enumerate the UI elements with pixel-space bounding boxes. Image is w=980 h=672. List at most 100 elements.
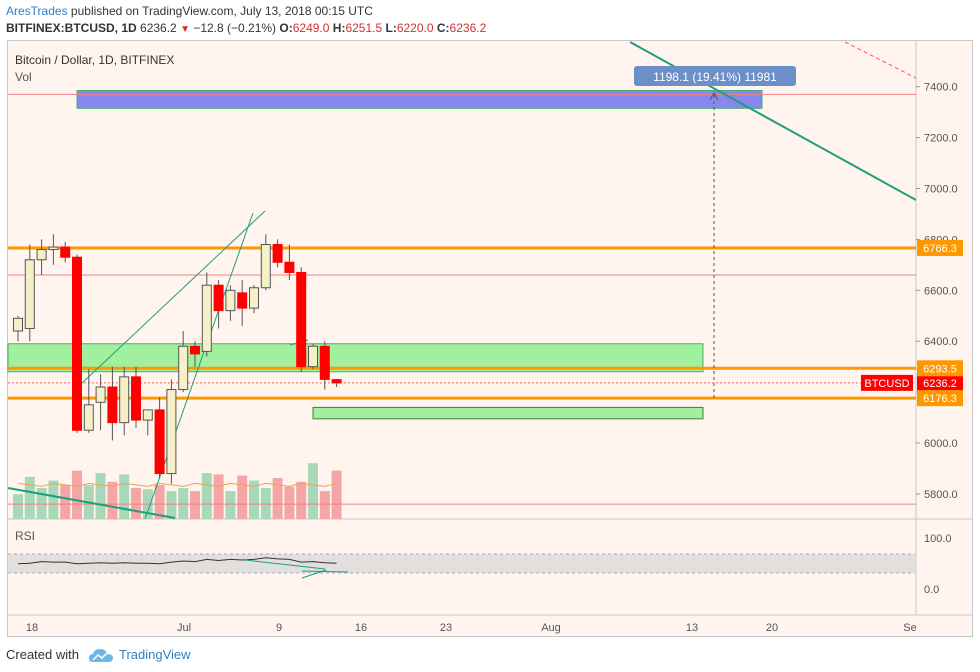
candle-body[interactable] xyxy=(95,386,106,403)
candle-body[interactable] xyxy=(225,289,236,312)
volume-bar xyxy=(308,463,318,519)
candle-body[interactable] xyxy=(237,292,248,309)
tradingview-link[interactable]: TradingView xyxy=(119,647,191,662)
candle-body[interactable] xyxy=(308,345,318,368)
x-tick-label: Se xyxy=(903,622,916,634)
candle-body[interactable] xyxy=(178,345,189,391)
volume-bar xyxy=(319,491,330,519)
x-tick-label: Jul xyxy=(177,622,191,634)
publish-info: AresTrades published on TradingView.com,… xyxy=(6,4,373,18)
high-label: H: xyxy=(332,21,346,35)
symbol-tag-label: BTCUSD xyxy=(864,378,909,390)
created-with-text: Created with xyxy=(6,647,79,662)
rsi-trendline-upper[interactable] xyxy=(244,559,326,570)
rsi-line xyxy=(17,557,337,565)
candle-body[interactable] xyxy=(83,404,94,431)
volume-bar xyxy=(331,470,342,519)
tradingview-cloud-icon xyxy=(88,648,113,662)
candle-body[interactable] xyxy=(48,246,59,251)
candle-body[interactable] xyxy=(190,345,200,355)
x-tick-label: 16 xyxy=(355,622,367,634)
candle-body[interactable] xyxy=(296,271,307,368)
level-price-tag xyxy=(917,239,963,256)
rsi-tick-100: 100.0 xyxy=(924,533,952,545)
candle-body[interactable] xyxy=(107,386,118,424)
measure-label: 1198.1 (19.41%) 11981 xyxy=(653,70,777,84)
footer: Created with TradingView xyxy=(6,647,191,663)
measure-arrow-icon xyxy=(709,91,719,101)
candle-body[interactable] xyxy=(201,284,212,352)
volume-bar xyxy=(107,481,118,519)
candle-body[interactable] xyxy=(260,243,271,289)
chart-frame[interactable] xyxy=(7,40,973,637)
level-price-tag-label: 6766.3 xyxy=(923,243,957,255)
y-tick-label: 6600.0 xyxy=(924,285,958,297)
y-tick-label: 7200.0 xyxy=(924,133,958,145)
symbol-tag xyxy=(861,374,913,391)
candle-body[interactable] xyxy=(166,389,177,475)
x-tick-label: 9 xyxy=(276,622,282,634)
level-price-tag-label: 6293.5 xyxy=(923,363,957,375)
volume-bar xyxy=(178,488,189,519)
candle-body[interactable] xyxy=(249,287,259,309)
level-price-tag xyxy=(917,360,963,377)
x-tick-label: 13 xyxy=(686,622,698,634)
volume-bar xyxy=(154,484,165,519)
candle-body[interactable] xyxy=(24,259,35,329)
author-link[interactable]: AresTrades xyxy=(6,4,68,18)
open-value: 6249.0 xyxy=(292,21,330,35)
volume-bar xyxy=(225,491,236,519)
candle-body[interactable] xyxy=(142,409,153,421)
candle-body[interactable] xyxy=(272,243,283,263)
volume-bar xyxy=(166,491,177,519)
x-tick-label: 20 xyxy=(766,622,778,634)
volume-label: Vol xyxy=(15,70,32,84)
low-value: 6220.0 xyxy=(396,21,434,35)
rsi-trendline-flat[interactable] xyxy=(301,570,349,573)
volume-bar xyxy=(190,491,200,519)
y-tick-label: 7000.0 xyxy=(924,184,958,196)
down-arrow-icon: ▼ xyxy=(180,24,190,35)
zone-lower[interactable] xyxy=(312,406,704,420)
volume-bar xyxy=(213,474,224,519)
publish-text: published on TradingView.com, July 13, 2… xyxy=(70,4,373,18)
volume-bar xyxy=(284,486,295,519)
volume-bar xyxy=(249,480,259,519)
measure-tooltip xyxy=(634,66,796,86)
zone-target[interactable] xyxy=(76,90,763,109)
trendline-resistance[interactable] xyxy=(629,41,917,201)
candle-body[interactable] xyxy=(319,345,330,380)
rsi-band xyxy=(8,554,915,573)
channel-upper-line[interactable] xyxy=(79,210,266,386)
volume-bar xyxy=(95,473,106,519)
volume-bar xyxy=(131,488,141,519)
candle-body[interactable] xyxy=(213,284,224,312)
candle-body[interactable] xyxy=(60,246,71,258)
volume-ma-line xyxy=(17,482,337,487)
pane-title: Bitcoin / Dollar, 1D, BITFINEX xyxy=(15,53,174,67)
volume-bar xyxy=(272,478,283,519)
candle-body[interactable] xyxy=(331,379,342,384)
candle-body[interactable] xyxy=(284,261,295,273)
dashed-trendline[interactable] xyxy=(844,41,917,79)
candle-body[interactable] xyxy=(13,317,23,332)
x-tick-label: Aug xyxy=(541,622,561,634)
y-tick-label: 5800.0 xyxy=(924,489,958,501)
low-label: L: xyxy=(385,21,397,35)
volume-bar xyxy=(13,494,23,519)
y-tick-label: 6000.0 xyxy=(924,438,958,450)
candle-body[interactable] xyxy=(119,376,130,424)
x-tick-label: 18 xyxy=(26,622,38,634)
candle-body[interactable] xyxy=(154,409,165,475)
volume-bar xyxy=(60,484,71,519)
open-label: O: xyxy=(279,21,293,35)
rsi-label: RSI xyxy=(15,529,35,543)
candle-body[interactable] xyxy=(131,376,141,421)
candle-body[interactable] xyxy=(72,256,82,431)
level-price-tag-label: 6176.3 xyxy=(923,393,957,405)
current-price-tag-label: 6236.2 xyxy=(923,378,957,390)
last-price: 6236.2 xyxy=(140,21,177,35)
symbol-label: BITFINEX:BTCUSD, 1D xyxy=(6,21,137,35)
candle-body[interactable] xyxy=(36,249,47,261)
